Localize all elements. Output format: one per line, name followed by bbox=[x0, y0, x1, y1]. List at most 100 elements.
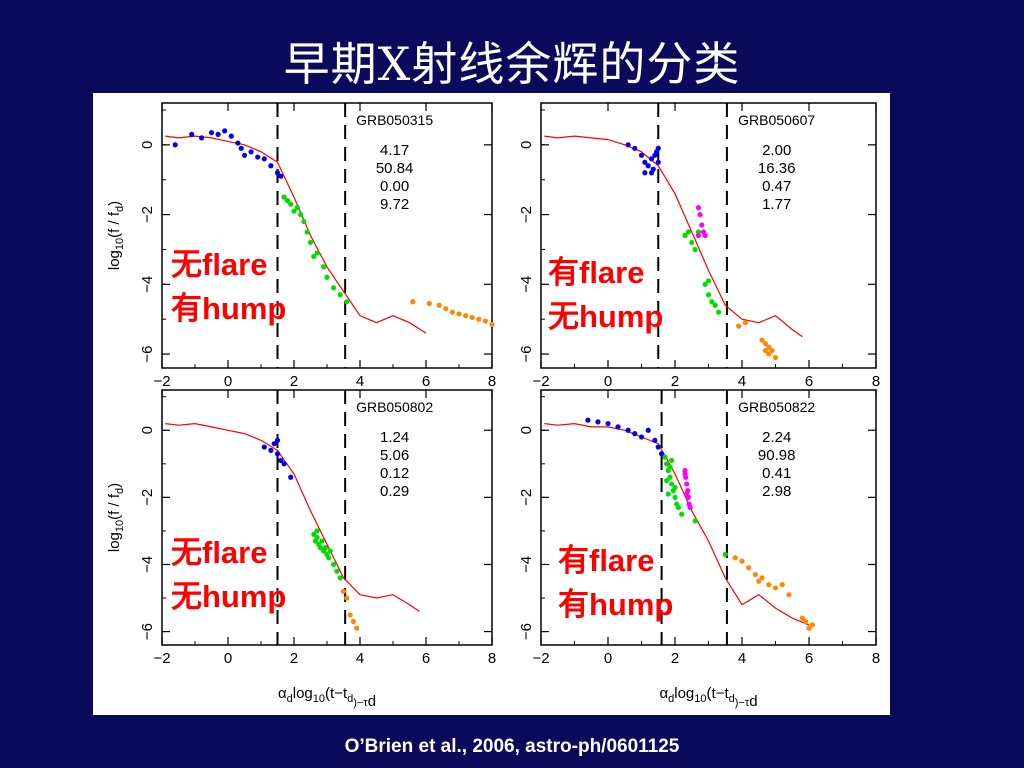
data-point-steep bbox=[307, 239, 314, 246]
y-tick-label: −6 bbox=[518, 345, 535, 362]
data-point-early bbox=[655, 444, 661, 450]
fit-param: 5.06 bbox=[380, 447, 409, 464]
data-point-steep bbox=[712, 302, 718, 308]
data-point-early bbox=[228, 133, 234, 139]
data-point-early bbox=[281, 461, 287, 467]
annotation-line: 有hump bbox=[171, 291, 286, 326]
data-point-late bbox=[739, 558, 745, 564]
y-tick-label: −4 bbox=[518, 556, 535, 573]
y-tick-label: 0 bbox=[518, 426, 535, 434]
data-point-early bbox=[638, 152, 645, 158]
data-point-steep bbox=[702, 281, 708, 287]
data-point-late bbox=[476, 316, 482, 322]
x-label-part: d bbox=[729, 693, 735, 705]
data-point-early bbox=[274, 451, 281, 457]
data-point-early bbox=[278, 457, 284, 464]
data-point-early bbox=[199, 135, 205, 141]
x-label-part: α bbox=[659, 685, 668, 702]
data-point-early bbox=[652, 437, 658, 443]
data-point-steep bbox=[321, 264, 327, 270]
data-point-early bbox=[645, 163, 651, 169]
data-point-steep bbox=[664, 461, 670, 467]
data-point-early bbox=[274, 170, 281, 176]
data-point-early bbox=[642, 170, 648, 176]
y-tick-label: −6 bbox=[139, 345, 156, 362]
data-point-early bbox=[659, 451, 665, 457]
data-point-early bbox=[595, 419, 601, 425]
data-point-late bbox=[456, 311, 462, 317]
y-tick-label: −4 bbox=[139, 556, 156, 573]
x-label-part: log bbox=[293, 685, 313, 702]
data-point-early bbox=[655, 159, 661, 165]
data-point-early bbox=[189, 131, 195, 137]
data-point-steep bbox=[682, 232, 688, 239]
x-label-part: 10 bbox=[694, 693, 706, 705]
y-label-part: (f / f bbox=[106, 493, 123, 520]
data-point-steep bbox=[672, 494, 678, 500]
data-point-late bbox=[762, 347, 769, 354]
data-point-steep bbox=[705, 278, 712, 284]
grb-name: GRB050607 bbox=[738, 112, 815, 128]
grb-name: GRB050822 bbox=[738, 399, 815, 415]
y-tick-label: −2 bbox=[139, 489, 156, 506]
y-label-part: (f / f bbox=[106, 211, 123, 238]
x-tick-label: 6 bbox=[422, 650, 430, 667]
y-label-part: ) bbox=[106, 483, 123, 488]
chart-top-left: −2 0 2 4 6 8 0 −2 −4 −6 GRB050315 4.1750.840.009.72… bbox=[106, 102, 496, 390]
data-point-steep bbox=[664, 477, 670, 484]
data-point-early bbox=[235, 140, 241, 146]
data-point-late bbox=[762, 340, 769, 347]
y-label-part: log bbox=[106, 250, 123, 270]
y-tick-label: −2 bbox=[139, 206, 156, 223]
fit-param: 4.17 bbox=[380, 142, 409, 159]
data-point-late bbox=[449, 309, 455, 315]
data-point-late bbox=[347, 612, 353, 618]
plot-frame bbox=[161, 102, 493, 369]
data-point-late bbox=[772, 585, 779, 591]
data-point-steep bbox=[672, 484, 678, 490]
fit-param: 50.84 bbox=[376, 160, 414, 177]
x-tick-label: 4 bbox=[356, 650, 364, 667]
data-point-early bbox=[625, 142, 631, 148]
data-point-late bbox=[756, 578, 762, 584]
data-point-steep bbox=[311, 253, 317, 260]
slide-title: 早期X射线余辉的分类 bbox=[283, 37, 741, 91]
data-point-early bbox=[222, 128, 228, 134]
data-point-steep bbox=[722, 551, 728, 558]
data-point-early bbox=[655, 145, 661, 151]
data-point-late bbox=[410, 299, 416, 305]
data-point-early bbox=[172, 142, 178, 148]
data-point-steep bbox=[667, 474, 673, 480]
fit-param: 2.00 bbox=[762, 142, 791, 159]
y-label-part: ) bbox=[106, 201, 123, 206]
data-point-steep bbox=[705, 292, 712, 298]
x-tick-label: 8 bbox=[872, 373, 880, 390]
data-point-steep bbox=[327, 548, 333, 554]
model-line bbox=[544, 135, 803, 338]
data-point-steep bbox=[692, 246, 698, 253]
data-point-steep bbox=[669, 481, 675, 487]
x-tick-label: 2 bbox=[671, 373, 679, 390]
data-point-steep bbox=[331, 285, 337, 291]
x-tick-label: −2 bbox=[153, 650, 170, 667]
annotation-line: 无hump bbox=[171, 579, 286, 614]
grb-name: GRB050802 bbox=[356, 399, 433, 415]
data-point-flare bbox=[699, 222, 705, 228]
x-label-part: d bbox=[368, 693, 376, 710]
data-point-early bbox=[274, 437, 281, 443]
data-point-late bbox=[759, 575, 765, 581]
data-point-late bbox=[799, 615, 805, 621]
grb-name: GRB050315 bbox=[356, 112, 433, 128]
model-line bbox=[544, 422, 810, 626]
x-axis-label: αdlog10(t−td)−τd bbox=[278, 685, 376, 710]
data-point-early bbox=[268, 163, 274, 169]
y-tick-label: −2 bbox=[518, 206, 535, 223]
data-point-early bbox=[648, 156, 655, 162]
chart-bottom-left: −2 0 2 4 6 8 0 −2 −4 −6 GRB050802 1.245.060.120.29 无… bbox=[106, 389, 496, 667]
data-point-steep bbox=[298, 211, 304, 218]
chart-bottom-right: −2 0 2 4 6 8 0 −2 −4 −6 GRB050822 2.2490.980.412.98… bbox=[518, 389, 880, 667]
x-label-part: )−τ bbox=[353, 697, 368, 709]
data-point-late bbox=[759, 337, 765, 343]
x-label-part: 10 bbox=[313, 693, 325, 705]
data-point-steep bbox=[692, 518, 698, 524]
